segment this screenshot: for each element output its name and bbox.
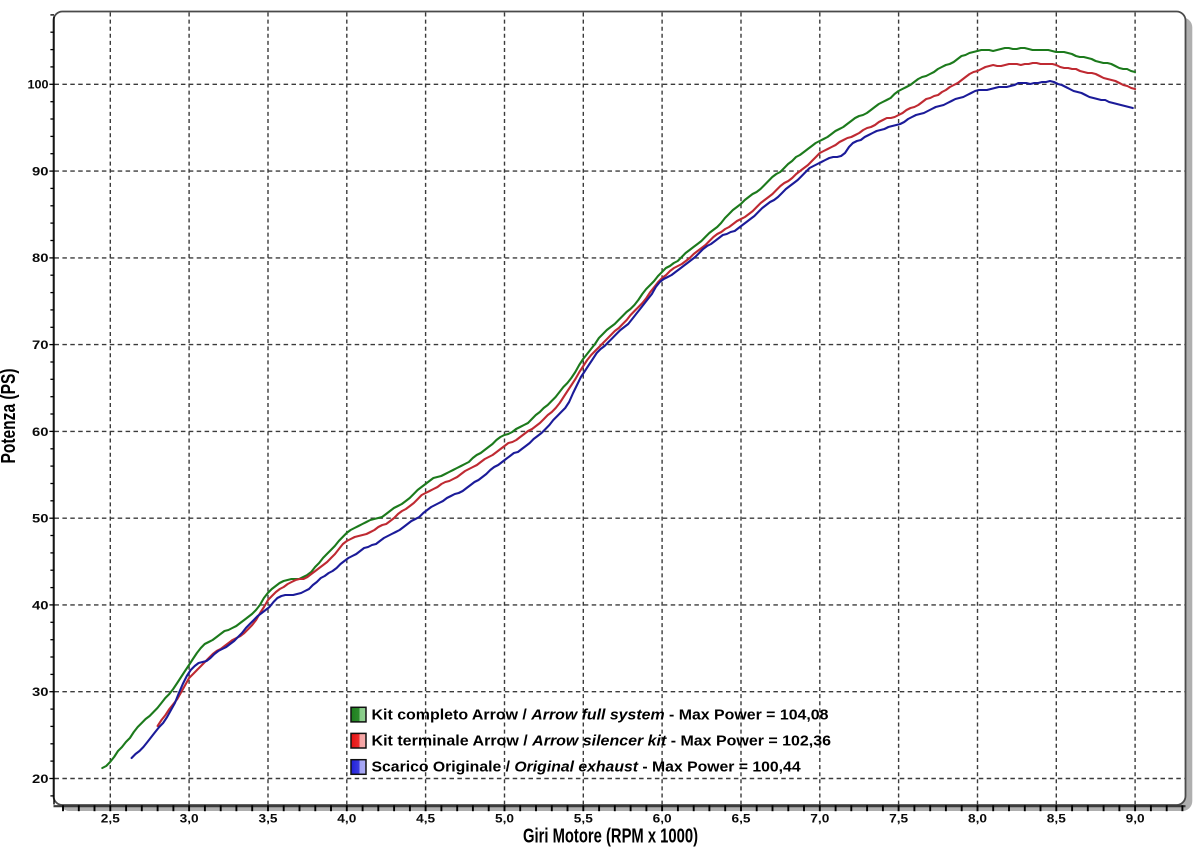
svg-text:Kit terminale Arrow /: Kit terminale Arrow / xyxy=(372,733,533,750)
svg-text:5,5: 5,5 xyxy=(574,811,593,825)
svg-text:3,5: 3,5 xyxy=(259,811,278,825)
svg-text:Scarico Originale /: Scarico Originale / xyxy=(372,759,515,776)
svg-text:50: 50 xyxy=(32,512,49,526)
svg-text:6,5: 6,5 xyxy=(732,811,751,825)
svg-text:60: 60 xyxy=(32,425,49,439)
svg-text:7,0: 7,0 xyxy=(810,811,829,825)
svg-text:4,0: 4,0 xyxy=(337,811,356,825)
svg-text:8,0: 8,0 xyxy=(968,811,987,825)
svg-text:Kit completo Arrow /: Kit completo Arrow / xyxy=(372,706,532,723)
svg-text:Potenza (PS): Potenza (PS) xyxy=(0,369,20,464)
svg-text:Giri Motore (RPM x 1000): Giri Motore (RPM x 1000) xyxy=(523,826,698,848)
svg-text:- Max Power = 104,08: - Max Power = 104,08 xyxy=(665,706,829,723)
svg-text:3,0: 3,0 xyxy=(180,811,199,825)
svg-text:100: 100 xyxy=(28,78,49,92)
svg-text:8,5: 8,5 xyxy=(1047,811,1066,825)
svg-text:7,5: 7,5 xyxy=(889,811,908,825)
svg-text:4,5: 4,5 xyxy=(416,811,435,825)
svg-text:40: 40 xyxy=(32,598,49,612)
svg-text:6,0: 6,0 xyxy=(653,811,672,825)
svg-text:80: 80 xyxy=(32,251,49,265)
svg-text:2,5: 2,5 xyxy=(101,811,120,825)
svg-text:9,0: 9,0 xyxy=(1126,811,1145,825)
svg-text:- Max Power = 100,44: - Max Power = 100,44 xyxy=(638,759,801,776)
svg-text:90: 90 xyxy=(32,165,49,179)
svg-text:Arrow full system: Arrow full system xyxy=(530,706,664,723)
svg-text:5,0: 5,0 xyxy=(495,811,514,825)
svg-text:70: 70 xyxy=(32,338,49,352)
svg-text:30: 30 xyxy=(32,685,49,699)
svg-text:20: 20 xyxy=(32,772,49,786)
svg-text:Arrow silencer kit: Arrow silencer kit xyxy=(531,733,667,750)
svg-text:Original exhaust: Original exhaust xyxy=(514,759,639,776)
svg-text:- Max Power = 102,36: - Max Power = 102,36 xyxy=(666,733,831,750)
